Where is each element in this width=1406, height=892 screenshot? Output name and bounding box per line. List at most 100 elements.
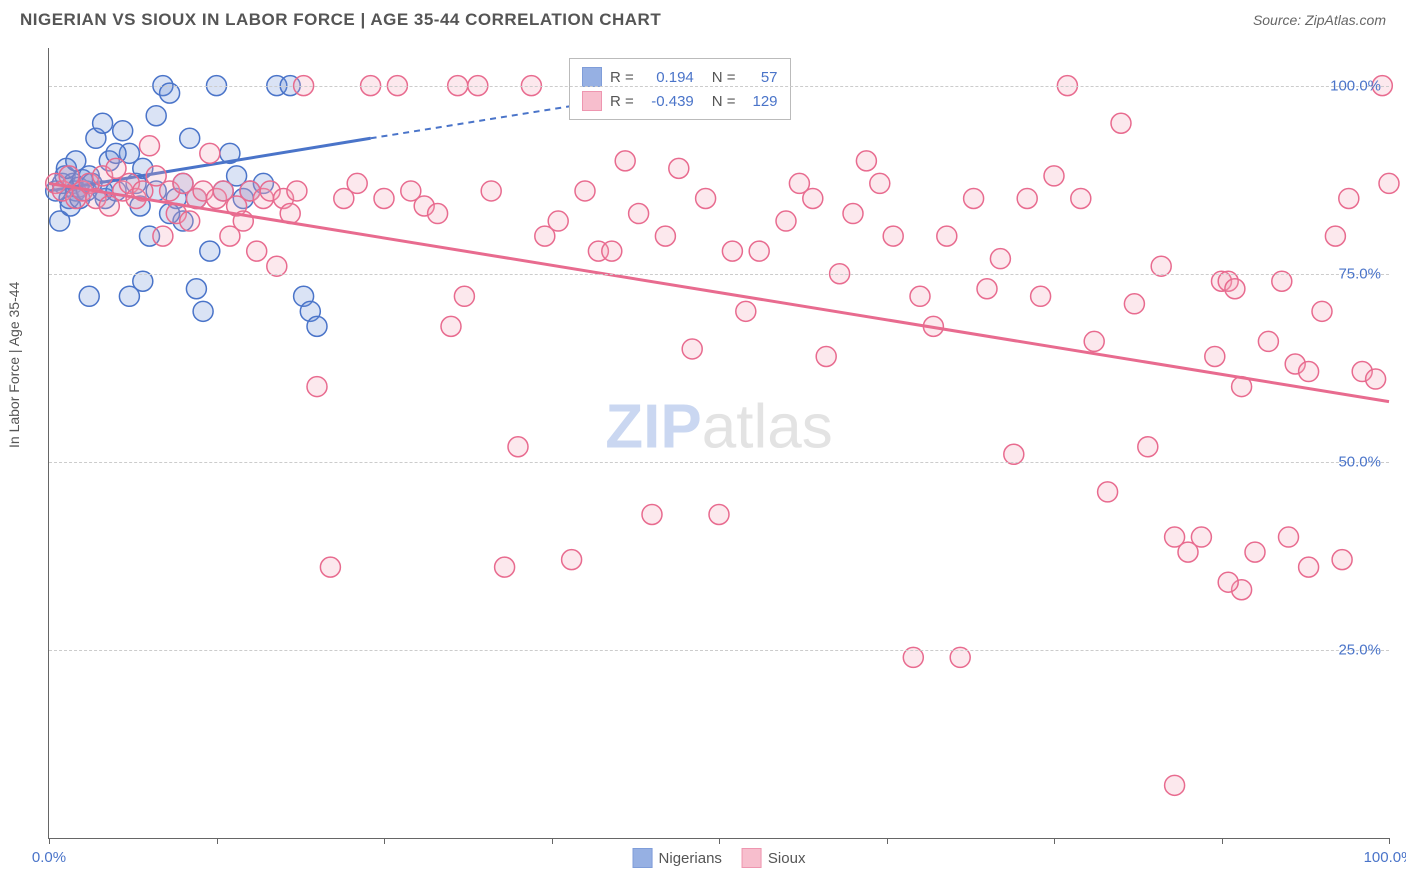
trend-line bbox=[49, 183, 1389, 401]
data-point bbox=[79, 286, 99, 306]
x-tick bbox=[217, 838, 218, 844]
x-tick bbox=[1054, 838, 1055, 844]
x-tick-label: 100.0% bbox=[1364, 849, 1406, 866]
data-point bbox=[548, 211, 568, 231]
data-point bbox=[180, 128, 200, 148]
data-point bbox=[629, 204, 649, 224]
data-point bbox=[709, 504, 729, 524]
data-point bbox=[977, 279, 997, 299]
data-point bbox=[990, 249, 1010, 269]
y-tick-label: 75.0% bbox=[1338, 265, 1381, 282]
data-point bbox=[1191, 527, 1211, 547]
data-point bbox=[193, 301, 213, 321]
data-point bbox=[307, 316, 327, 336]
scatter-plot-svg bbox=[49, 48, 1389, 838]
legend-swatch bbox=[582, 91, 602, 111]
gridline bbox=[49, 274, 1389, 275]
data-point bbox=[1299, 557, 1319, 577]
data-point bbox=[602, 241, 622, 261]
stat-value-r: -0.439 bbox=[642, 93, 694, 110]
data-point bbox=[186, 279, 206, 299]
data-point bbox=[816, 346, 836, 366]
x-tick bbox=[1389, 838, 1390, 844]
legend-row: R =-0.439N =129 bbox=[582, 89, 778, 113]
data-point bbox=[642, 504, 662, 524]
data-point bbox=[1111, 113, 1131, 133]
data-point bbox=[1339, 188, 1359, 208]
x-tick bbox=[887, 838, 888, 844]
data-point bbox=[1366, 369, 1386, 389]
y-axis-label: In Labor Force | Age 35-44 bbox=[6, 282, 22, 448]
data-point bbox=[1379, 173, 1399, 193]
data-point bbox=[347, 173, 367, 193]
data-point bbox=[495, 557, 515, 577]
data-point bbox=[247, 241, 267, 261]
data-point bbox=[615, 151, 635, 171]
data-point bbox=[736, 301, 756, 321]
legend-swatch bbox=[742, 848, 762, 868]
x-tick-label: 0.0% bbox=[32, 849, 66, 866]
x-tick bbox=[552, 838, 553, 844]
data-point bbox=[1098, 482, 1118, 502]
data-point bbox=[1325, 226, 1345, 246]
data-point bbox=[287, 181, 307, 201]
data-point bbox=[669, 158, 689, 178]
legend-item: Nigerians bbox=[633, 848, 722, 868]
data-point bbox=[1031, 286, 1051, 306]
data-point bbox=[146, 106, 166, 126]
legend-label: Sioux bbox=[768, 850, 806, 867]
data-point bbox=[140, 136, 160, 156]
y-tick-label: 25.0% bbox=[1338, 641, 1381, 658]
data-point bbox=[883, 226, 903, 246]
data-point bbox=[1218, 572, 1238, 592]
stat-value-r: 0.194 bbox=[642, 69, 694, 86]
stat-label-r: R = bbox=[610, 69, 634, 86]
stat-label-n: N = bbox=[712, 69, 736, 86]
data-point bbox=[682, 339, 702, 359]
data-point bbox=[428, 204, 448, 224]
data-point bbox=[93, 113, 113, 133]
data-point bbox=[113, 121, 133, 141]
data-point bbox=[562, 550, 582, 570]
data-point bbox=[749, 241, 769, 261]
stat-value-n: 57 bbox=[744, 69, 778, 86]
chart-title: NIGERIAN VS SIOUX IN LABOR FORCE | AGE 3… bbox=[20, 10, 661, 30]
data-point bbox=[910, 286, 930, 306]
gridline bbox=[49, 86, 1389, 87]
x-tick bbox=[1222, 838, 1223, 844]
data-point bbox=[803, 188, 823, 208]
data-point bbox=[374, 188, 394, 208]
data-point bbox=[508, 437, 528, 457]
data-point bbox=[856, 151, 876, 171]
data-point bbox=[441, 316, 461, 336]
gridline bbox=[49, 650, 1389, 651]
data-point bbox=[1205, 346, 1225, 366]
data-point bbox=[1084, 331, 1104, 351]
stats-legend: R =0.194N =57R =-0.439N =129 bbox=[569, 58, 791, 120]
x-tick bbox=[49, 838, 50, 844]
data-point bbox=[575, 181, 595, 201]
stat-label-n: N = bbox=[712, 93, 736, 110]
data-point bbox=[964, 188, 984, 208]
data-point bbox=[200, 143, 220, 163]
data-point bbox=[180, 211, 200, 231]
chart-area: ZIPatlas R =0.194N =57R =-0.439N =129 Ni… bbox=[48, 48, 1389, 839]
data-point bbox=[1044, 166, 1064, 186]
data-point bbox=[1279, 527, 1299, 547]
series-legend: Nigerians Sioux bbox=[633, 848, 806, 868]
data-point bbox=[1138, 437, 1158, 457]
data-point bbox=[655, 226, 675, 246]
data-point bbox=[776, 211, 796, 231]
x-tick bbox=[384, 838, 385, 844]
data-point bbox=[843, 204, 863, 224]
data-point bbox=[937, 226, 957, 246]
data-point bbox=[1071, 188, 1091, 208]
data-point bbox=[1312, 301, 1332, 321]
data-point bbox=[1332, 550, 1352, 570]
data-point bbox=[722, 241, 742, 261]
legend-swatch bbox=[633, 848, 653, 868]
data-point bbox=[307, 377, 327, 397]
source-label: Source: ZipAtlas.com bbox=[1253, 12, 1386, 28]
data-point bbox=[320, 557, 340, 577]
data-point bbox=[1258, 331, 1278, 351]
